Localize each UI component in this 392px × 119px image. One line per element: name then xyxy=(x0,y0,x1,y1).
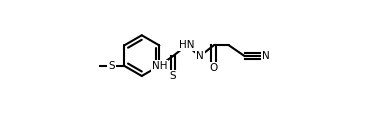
Text: N: N xyxy=(262,51,270,61)
Text: HN: HN xyxy=(179,40,194,50)
Text: S: S xyxy=(108,61,115,71)
Text: N: N xyxy=(196,51,204,61)
Text: O: O xyxy=(209,63,218,73)
Text: NH: NH xyxy=(152,61,167,71)
Text: S: S xyxy=(170,71,176,81)
